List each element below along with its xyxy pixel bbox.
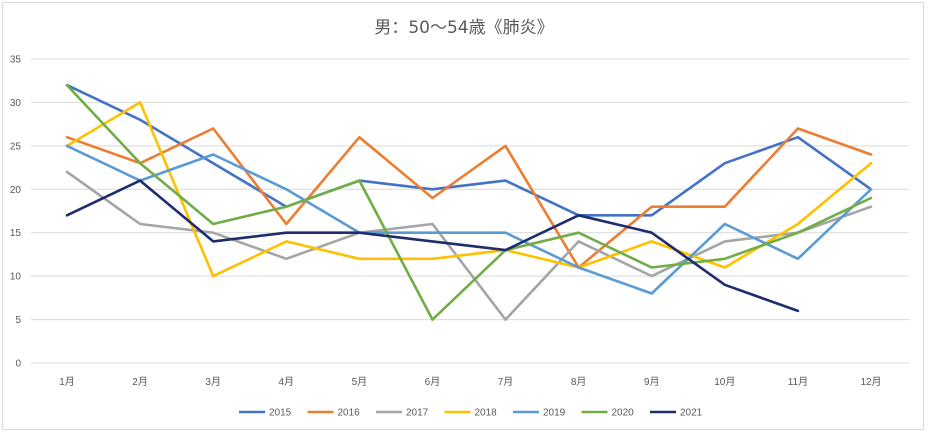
y-tick-label: 10 [10,272,22,283]
x-tick-label: 8月 [571,376,587,388]
x-tick-label: 6月 [425,376,441,388]
y-tick-label: 15 [10,228,22,239]
y-tick-label: 5 [15,315,21,326]
x-tick-label: 9月 [644,376,660,388]
y-tick-label: 30 [10,98,22,109]
legend-label-2016: 2016 [338,408,361,419]
series-line-2016 [65,127,873,269]
legend-label-2018: 2018 [475,408,498,419]
x-tick-label: 4月 [278,376,294,388]
y-axis-ticks: 0 5 10 15 20 25 30 35 [10,55,22,370]
series-line-2019 [65,144,873,295]
legend-label-2021: 2021 [680,408,703,419]
x-axis-ticks: 1月 2月 3月 4月 5月 6月 7月 8月 9月 10月 11月 12月 [59,376,881,388]
x-tick-label: 11月 [788,376,808,388]
legend-label-2020: 2020 [612,408,635,419]
x-tick-label: 5月 [352,376,368,388]
series-layer [65,83,873,321]
x-tick-label: 3月 [205,376,221,388]
legend-label-2017: 2017 [406,408,429,419]
y-tick-label: 0 [15,359,21,370]
x-tick-label: 1月 [59,376,75,388]
x-tick-label: 10月 [714,376,735,388]
series-line-2018 [65,101,873,278]
y-tick-label: 25 [10,141,22,152]
series-line-2020 [65,83,873,321]
legend-label-2019: 2019 [543,408,566,419]
y-tick-label: 20 [10,185,22,196]
y-tick-label: 35 [10,55,22,66]
chart-frame: 男：50～54歳《肺炎》 0 5 10 15 20 25 30 35 1月 2月 3月 4月 5月 6月… [2,2,924,430]
chart-title: 男：50～54歳《肺炎》 [374,18,553,38]
x-tick-label: 2月 [132,376,148,388]
series-line-2015 [65,83,873,217]
legend-label-2015: 2015 [269,408,292,419]
series-line-2021 [65,179,800,313]
x-tick-label: 7月 [498,376,514,388]
line-chart: 男：50～54歳《肺炎》 0 5 10 15 20 25 30 35 1月 2月 3月 4月 5月 6月… [10,18,909,419]
grid-layer [31,58,909,364]
legend: 2015 2016 2017 2018 2019 2020 2021 [239,408,703,419]
x-tick-label: 12月 [860,376,881,388]
